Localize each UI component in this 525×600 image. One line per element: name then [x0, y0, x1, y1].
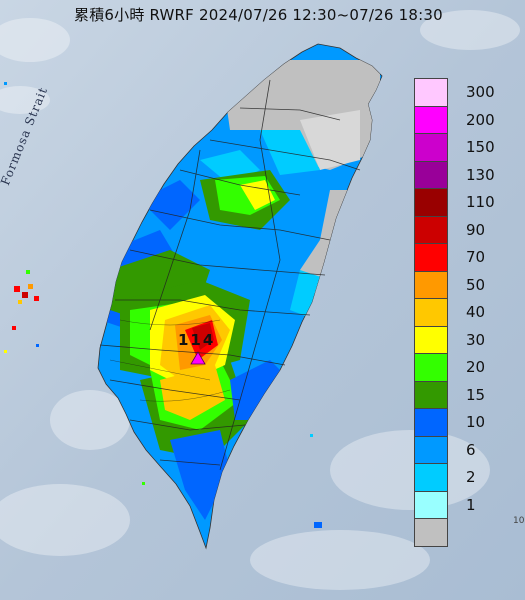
legend-swatch — [414, 354, 448, 382]
legend-label: 300 — [466, 83, 495, 101]
legend-swatch — [414, 189, 448, 217]
legend-label: 2 — [466, 468, 476, 486]
legend-swatch — [414, 409, 448, 437]
legend-swatch — [414, 271, 448, 299]
map-title: 累積6小時 RWRF 2024/07/26 12:30~07/26 18:30 — [74, 6, 443, 24]
legend-swatch — [414, 134, 448, 162]
legend-label: 30 — [466, 330, 486, 349]
legend-label: 40 — [466, 303, 486, 321]
legend-swatch — [414, 519, 448, 547]
legend-swatch — [414, 106, 448, 134]
rainfall-legend: 300 200 150 130 110 90 70 50 40 30 20 15 10 6 2 1 — [414, 78, 495, 547]
legend-label: 20 — [466, 358, 486, 376]
legend-label: 130 — [466, 165, 495, 184]
legend-swatch — [414, 216, 448, 244]
legend-swatch — [414, 326, 448, 354]
legend-label: 10 — [466, 413, 486, 431]
legend-label: 1 — [466, 495, 476, 514]
legend-swatch — [414, 78, 448, 107]
legend-label: 15 — [466, 385, 486, 404]
legend-swatch — [414, 381, 448, 409]
legend-label: 90 — [466, 220, 486, 239]
legend-swatch — [414, 436, 448, 464]
legend-swatch — [414, 299, 448, 327]
max-value-label: 114 — [178, 331, 216, 349]
legend-swatch — [414, 244, 448, 272]
legend-label: 50 — [466, 275, 486, 294]
legend-swatch — [414, 464, 448, 492]
legend-swatch — [414, 161, 448, 189]
legend-swatch — [414, 491, 448, 519]
legend-label: 110 — [466, 193, 495, 211]
legend-label: 200 — [466, 110, 495, 129]
legend-label: 150 — [466, 138, 495, 156]
legend-label: 6 — [466, 440, 476, 459]
legend-label: 70 — [466, 248, 486, 266]
edge-fragment-label: 10 — [513, 516, 525, 526]
